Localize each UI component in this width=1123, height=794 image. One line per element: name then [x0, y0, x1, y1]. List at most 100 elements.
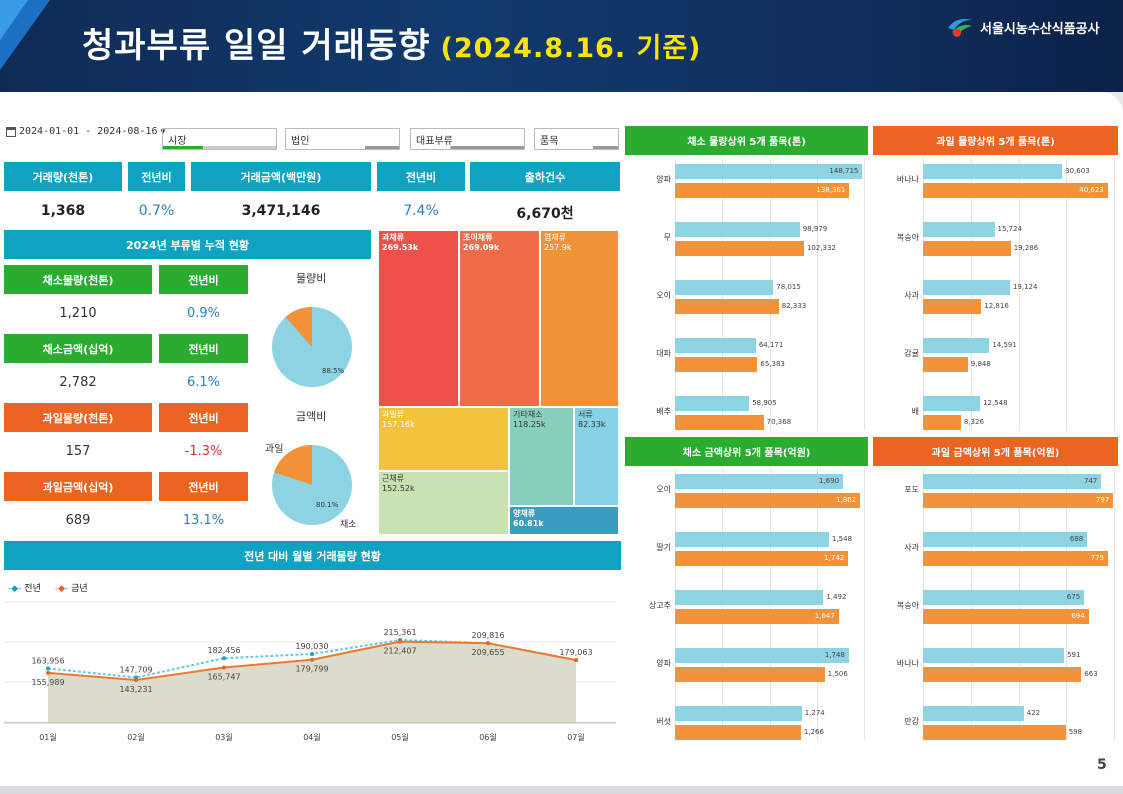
treemap-cell[interactable]: 근채류 152.52k [378, 471, 509, 535]
bar-value-label: 1,492 [826, 593, 847, 601]
prev-year-bar[interactable] [675, 164, 863, 179]
veg-vol-yoy-value: 0.9% [186, 306, 221, 321]
treemap-value: 257.9k [544, 243, 572, 252]
bar-value-label: 422 [1026, 709, 1041, 717]
market-filter[interactable]: 시장 [162, 128, 277, 150]
treemap-name: 서류 [578, 410, 593, 419]
current-year-point [486, 641, 490, 646]
prev-year-bar[interactable] [923, 222, 995, 237]
fruit-vol-top5-title: 과일 물량상위 5개 품목(톤) [873, 126, 1118, 155]
treemap-cell[interactable]: 조미채류 269.09k [459, 230, 540, 407]
category-label: 딸기 [656, 543, 671, 552]
current-year-point [222, 665, 226, 670]
current-year-bar[interactable] [923, 241, 1011, 256]
prev-year-bar[interactable] [675, 648, 849, 663]
prev-year-bar[interactable] [675, 396, 750, 411]
prev-year-bar[interactable] [923, 474, 1102, 489]
current-year-bar[interactable] [675, 493, 861, 508]
bar-value-label: 694 [1071, 612, 1085, 620]
current-year-bar[interactable] [923, 551, 1109, 566]
current-year-point [310, 657, 314, 662]
bar-value-label: 78,015 [776, 283, 801, 291]
prev-year-label: 215,361 [383, 628, 416, 637]
prev-year-point [46, 666, 50, 671]
prev-year-bar[interactable] [675, 280, 774, 295]
fruit-vol-yoy-value: -1.3% [184, 444, 223, 459]
header-banner: 청과부류 일일 거래동향 (2024.8.16. 기준) 서울시농수산식품공사 [0, 0, 1123, 92]
current-year-bar[interactable] [675, 241, 804, 256]
treemap-cell[interactable]: 과채류 269.53k [378, 230, 459, 407]
current-year-bar[interactable] [923, 667, 1082, 682]
current-year-bar[interactable] [675, 667, 825, 682]
current-year-bar[interactable] [675, 299, 779, 314]
prev-year-bar[interactable] [675, 222, 800, 237]
kpi-ship-value: 6,670천 [516, 206, 574, 222]
prev-year-bar[interactable] [675, 706, 802, 721]
current-year-bar[interactable] [923, 183, 1108, 198]
prev-year-bar[interactable] [923, 590, 1085, 605]
current-year-bar[interactable] [923, 493, 1114, 508]
treemap-cell[interactable]: 엽채류 257.9k [540, 230, 619, 407]
corp-filter[interactable]: 법인 [285, 128, 400, 150]
current-year-bar[interactable] [923, 299, 982, 314]
gridline [864, 468, 865, 740]
veg-amt-yoy-value: 6.1% [186, 375, 221, 390]
veg-vol-top5-chart: 양파 148,715 138,361 무 98,979 102,332 오이 78,015 82… [625, 158, 868, 433]
bar-value-label: 1,266 [803, 728, 824, 736]
current-year-bar[interactable] [923, 609, 1089, 624]
current-year-bar[interactable] [675, 183, 850, 198]
bar-value-label: 1,690 [819, 477, 840, 485]
current-year-bar[interactable] [923, 357, 968, 372]
bar-value-label: 102,332 [806, 244, 836, 252]
kpi-volume-value: 1,368 [40, 203, 86, 219]
category-label: 오이 [656, 485, 671, 494]
bar-value-label: 65,383 [760, 360, 785, 368]
prev-year-bar[interactable] [675, 532, 829, 547]
prev-year-bar[interactable] [923, 706, 1024, 721]
current-year-bar[interactable] [923, 415, 961, 430]
bar-value-label: 675 [1066, 593, 1081, 601]
treemap-cell[interactable]: 양채류 60.81k [509, 506, 619, 535]
current-year-bar[interactable] [675, 725, 801, 740]
treemap-value: 60.81k [513, 519, 544, 528]
current-year-point [398, 639, 402, 644]
kpi-amount-header: 거래금액(백만원) [191, 162, 371, 191]
bar-value-label: 9,848 [970, 360, 991, 368]
prev-year-bar[interactable] [923, 396, 981, 411]
prev-year-bar[interactable] [923, 648, 1065, 663]
prev-year-bar[interactable] [675, 338, 756, 353]
date-range-value: 2024-01-01 - 2024-08-16 [19, 126, 158, 137]
month-tick-label: 01월 [39, 732, 57, 742]
item-filter[interactable]: 품목 [534, 128, 619, 150]
bar-value-label: 64,171 [758, 341, 784, 349]
current-year-label: 143,231 [119, 685, 152, 694]
treemap-value: 82.33k [578, 420, 606, 429]
current-year-bar[interactable] [675, 415, 764, 430]
date-range-filter[interactable]: 2024-01-01 - 2024-08-16 ▼ [6, 126, 165, 137]
current-year-bar[interactable] [675, 551, 849, 566]
current-year-bar[interactable] [923, 725, 1066, 740]
prev-year-bar[interactable] [923, 280, 1010, 295]
treemap-cell[interactable]: 과일류 157.16k [378, 407, 509, 471]
category-filter-label: 대표부류 [416, 136, 453, 147]
pie2-title: 금액비 [296, 410, 327, 423]
prev-year-bar[interactable] [923, 338, 990, 353]
prev-year-label: 182,456 [207, 646, 240, 655]
fruit-amt-yoy-value: 13.1% [182, 513, 225, 528]
prev-year-bar[interactable] [923, 164, 1063, 179]
current-year-bar[interactable] [675, 357, 758, 372]
corp-filter-bar [286, 146, 399, 149]
item-filter-bar [535, 146, 618, 149]
prev-year-bar[interactable] [675, 474, 844, 489]
prev-year-bar[interactable] [923, 532, 1088, 547]
header-accent-light [0, 0, 28, 40]
treemap-cell[interactable]: 서류 82.33k [574, 407, 619, 506]
prev-year-point [310, 652, 314, 656]
treemap-cell[interactable]: 기타채소 118.25k [509, 407, 574, 506]
kpi-volume-header: 거래량(천톤) [4, 162, 122, 191]
category-filter[interactable]: 대표부류 [410, 128, 525, 150]
prev-year-label: 147,709 [119, 666, 152, 675]
prev-year-bar[interactable] [675, 590, 824, 605]
bar-value-label: 1,862 [836, 496, 857, 504]
current-year-bar[interactable] [675, 609, 839, 624]
